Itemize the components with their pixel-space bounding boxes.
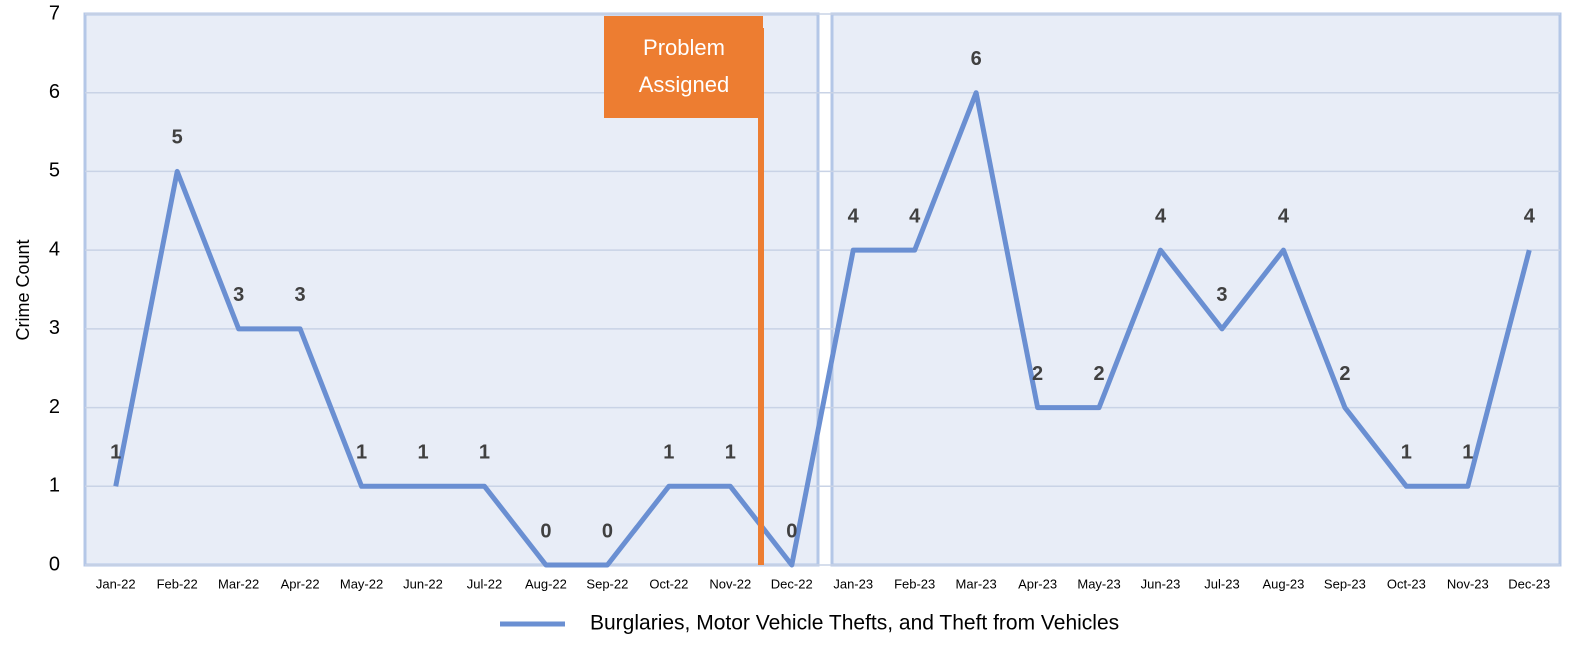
x-tick-label: Apr-22 — [281, 576, 320, 591]
data-label: 4 — [909, 205, 921, 227]
x-tick-label: Jul-23 — [1204, 576, 1239, 591]
y-tick-label: 1 — [49, 475, 60, 497]
annotation-text: Problem — [643, 35, 725, 60]
data-label: 1 — [663, 442, 674, 464]
x-tick-label: Oct-22 — [649, 576, 688, 591]
data-label: 0 — [540, 520, 551, 542]
data-label: 1 — [1462, 442, 1473, 464]
data-label: 0 — [786, 520, 797, 542]
annotation-box — [604, 16, 763, 118]
data-label: 3 — [233, 284, 244, 306]
data-label: 2 — [1032, 363, 1043, 385]
y-axis-label: Crime Count — [13, 239, 33, 340]
data-label: 1 — [356, 442, 367, 464]
y-tick-label: 2 — [49, 396, 60, 418]
data-label: 3 — [1216, 284, 1227, 306]
x-tick-label: Jan-23 — [833, 576, 873, 591]
y-tick-label: 5 — [49, 160, 60, 182]
x-tick-label: Apr-23 — [1018, 576, 1057, 591]
data-label: 4 — [1524, 205, 1536, 227]
x-tick-label: Sep-22 — [586, 576, 628, 591]
y-tick-label: 3 — [49, 317, 60, 339]
y-tick-label: 7 — [49, 2, 60, 24]
x-tick-label: May-22 — [340, 576, 383, 591]
data-label: 4 — [848, 205, 860, 227]
data-label: 5 — [172, 127, 183, 149]
x-tick-label: Jan-22 — [96, 576, 136, 591]
y-tick-label: 0 — [49, 553, 60, 575]
y-tick-label: 4 — [49, 238, 60, 260]
x-tick-label: Mar-23 — [956, 576, 997, 591]
data-line — [113, 90, 1532, 568]
x-tick-label: Jun-23 — [1141, 576, 1181, 591]
data-label: 6 — [971, 48, 982, 70]
x-tick-label: May-23 — [1077, 576, 1120, 591]
x-tick-label: Jul-22 — [467, 576, 502, 591]
data-label: 1 — [725, 442, 736, 464]
x-tick-label: Nov-22 — [709, 576, 751, 591]
data-label: 0 — [602, 520, 613, 542]
x-tick-label: Feb-23 — [894, 576, 935, 591]
data-label: 4 — [1278, 205, 1290, 227]
x-tick-label: Aug-22 — [525, 576, 567, 591]
data-label: 1 — [417, 442, 428, 464]
x-tick-label: Nov-23 — [1447, 576, 1489, 591]
data-label: 3 — [295, 284, 306, 306]
x-tick-label: Sep-23 — [1324, 576, 1366, 591]
legend-label: Burglaries, Motor Vehicle Thefts, and Th… — [590, 612, 1119, 635]
x-tick-label: Oct-23 — [1387, 576, 1426, 591]
data-label: 1 — [110, 442, 121, 464]
x-tick-label: Aug-23 — [1262, 576, 1304, 591]
data-label: 2 — [1094, 363, 1105, 385]
annotation-text: Assigned — [639, 72, 730, 97]
x-tick-label: Jun-22 — [403, 576, 443, 591]
panel-2023 — [830, 12, 1562, 567]
data-label: 2 — [1339, 363, 1350, 385]
x-tick-label: Dec-22 — [771, 576, 813, 591]
x-tick-label: Mar-22 — [218, 576, 259, 591]
x-tick-label: Feb-22 — [157, 576, 198, 591]
data-label: 1 — [1401, 442, 1412, 464]
y-tick-label: 6 — [49, 81, 60, 103]
x-tick-label: Dec-23 — [1508, 576, 1550, 591]
data-label: 4 — [1155, 205, 1167, 227]
data-label: 1 — [479, 442, 490, 464]
